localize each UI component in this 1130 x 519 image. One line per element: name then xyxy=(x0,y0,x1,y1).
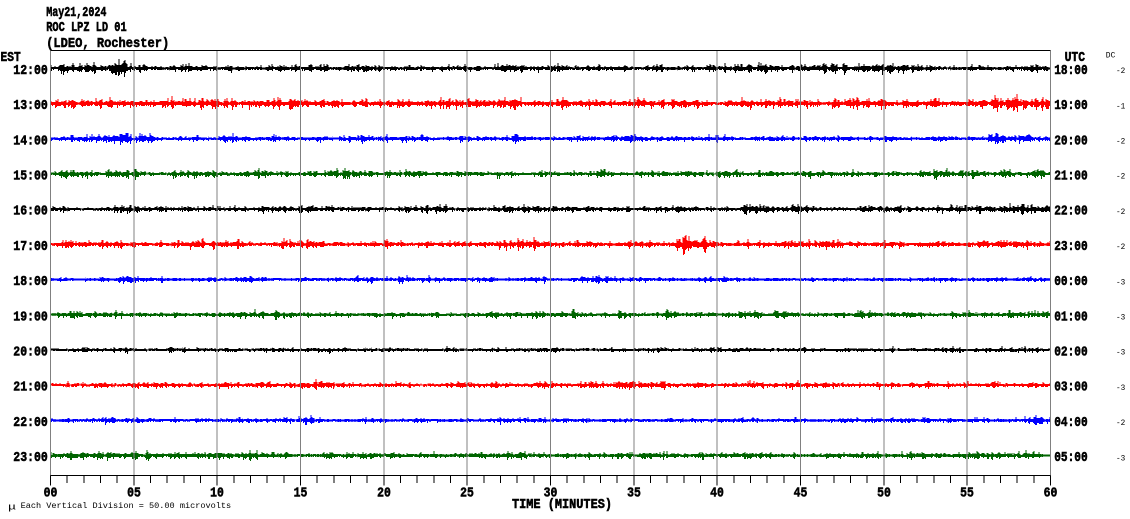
svg-text:May21,2024: May21,2024 xyxy=(46,6,106,21)
svg-text:18:00: 18:00 xyxy=(13,275,48,290)
svg-text:05:00: 05:00 xyxy=(1054,451,1088,466)
svg-text:30: 30 xyxy=(544,486,558,501)
svg-text:TIME (MINUTES): TIME (MINUTES) xyxy=(512,498,612,513)
svg-text:-2: -2 xyxy=(1116,137,1125,147)
svg-text:-2: -2 xyxy=(1116,242,1125,252)
svg-text:21:00: 21:00 xyxy=(1054,170,1088,185)
svg-text:19:00: 19:00 xyxy=(1054,99,1088,114)
svg-text:00: 00 xyxy=(44,486,58,501)
svg-text:01:00: 01:00 xyxy=(1054,310,1088,325)
svg-text:Each Vertical Division = 50.: Each Vertical Division = 50.00 microvolt… xyxy=(21,501,232,511)
svg-text:02:00: 02:00 xyxy=(1054,346,1088,361)
svg-text:05: 05 xyxy=(127,486,141,501)
svg-text:17:00: 17:00 xyxy=(13,240,48,255)
svg-text:16:00: 16:00 xyxy=(13,205,48,220)
svg-text:25: 25 xyxy=(460,486,474,501)
svg-text:-3: -3 xyxy=(1116,313,1125,323)
svg-text:UTC: UTC xyxy=(1065,51,1085,66)
svg-text:-2: -2 xyxy=(1116,66,1125,76)
svg-text:-3: -3 xyxy=(1116,348,1125,358)
svg-text:DC: DC xyxy=(1106,50,1116,60)
svg-text:03:00: 03:00 xyxy=(1054,381,1088,396)
svg-text:23:00: 23:00 xyxy=(13,451,48,466)
svg-text:04:00: 04:00 xyxy=(1054,416,1088,431)
svg-text:60: 60 xyxy=(1044,486,1058,501)
svg-text:50: 50 xyxy=(877,486,891,501)
svg-text:-3: -3 xyxy=(1116,277,1125,287)
svg-text:15: 15 xyxy=(294,486,308,501)
svg-text:(LDEO, Rochester): (LDEO, Rochester) xyxy=(46,37,169,52)
svg-text:-2: -2 xyxy=(1116,207,1125,217)
svg-text:14:00: 14:00 xyxy=(13,134,48,149)
svg-text:18:00: 18:00 xyxy=(1054,64,1088,79)
svg-text:21:00: 21:00 xyxy=(13,381,48,396)
svg-text:μ: μ xyxy=(8,503,17,513)
svg-text:19:00: 19:00 xyxy=(13,310,48,325)
svg-text:10: 10 xyxy=(210,486,224,501)
svg-text:45: 45 xyxy=(794,486,808,501)
svg-text:ROC LPZ LD 01: ROC LPZ LD 01 xyxy=(46,21,127,36)
svg-text:40: 40 xyxy=(710,486,724,501)
svg-text:20:00: 20:00 xyxy=(1054,134,1088,149)
svg-text:-3: -3 xyxy=(1116,383,1125,393)
svg-text:EST: EST xyxy=(1,51,21,66)
svg-text:55: 55 xyxy=(960,486,974,501)
svg-text:-1: -1 xyxy=(1116,101,1125,111)
svg-text:-3: -3 xyxy=(1116,453,1125,463)
svg-text:12:00: 12:00 xyxy=(13,64,48,79)
svg-text:23:00: 23:00 xyxy=(1054,240,1088,255)
svg-text:20: 20 xyxy=(377,486,391,501)
svg-text:13:00: 13:00 xyxy=(13,99,48,114)
svg-text:22:00: 22:00 xyxy=(1054,205,1088,220)
svg-text:22:00: 22:00 xyxy=(13,416,48,431)
svg-text:35: 35 xyxy=(627,486,641,501)
svg-text:-2: -2 xyxy=(1116,172,1125,182)
svg-text:15:00: 15:00 xyxy=(13,170,48,185)
svg-text:-2: -2 xyxy=(1116,418,1125,428)
svg-text:00:00: 00:00 xyxy=(1054,275,1088,290)
svg-text:20:00: 20:00 xyxy=(13,346,48,361)
